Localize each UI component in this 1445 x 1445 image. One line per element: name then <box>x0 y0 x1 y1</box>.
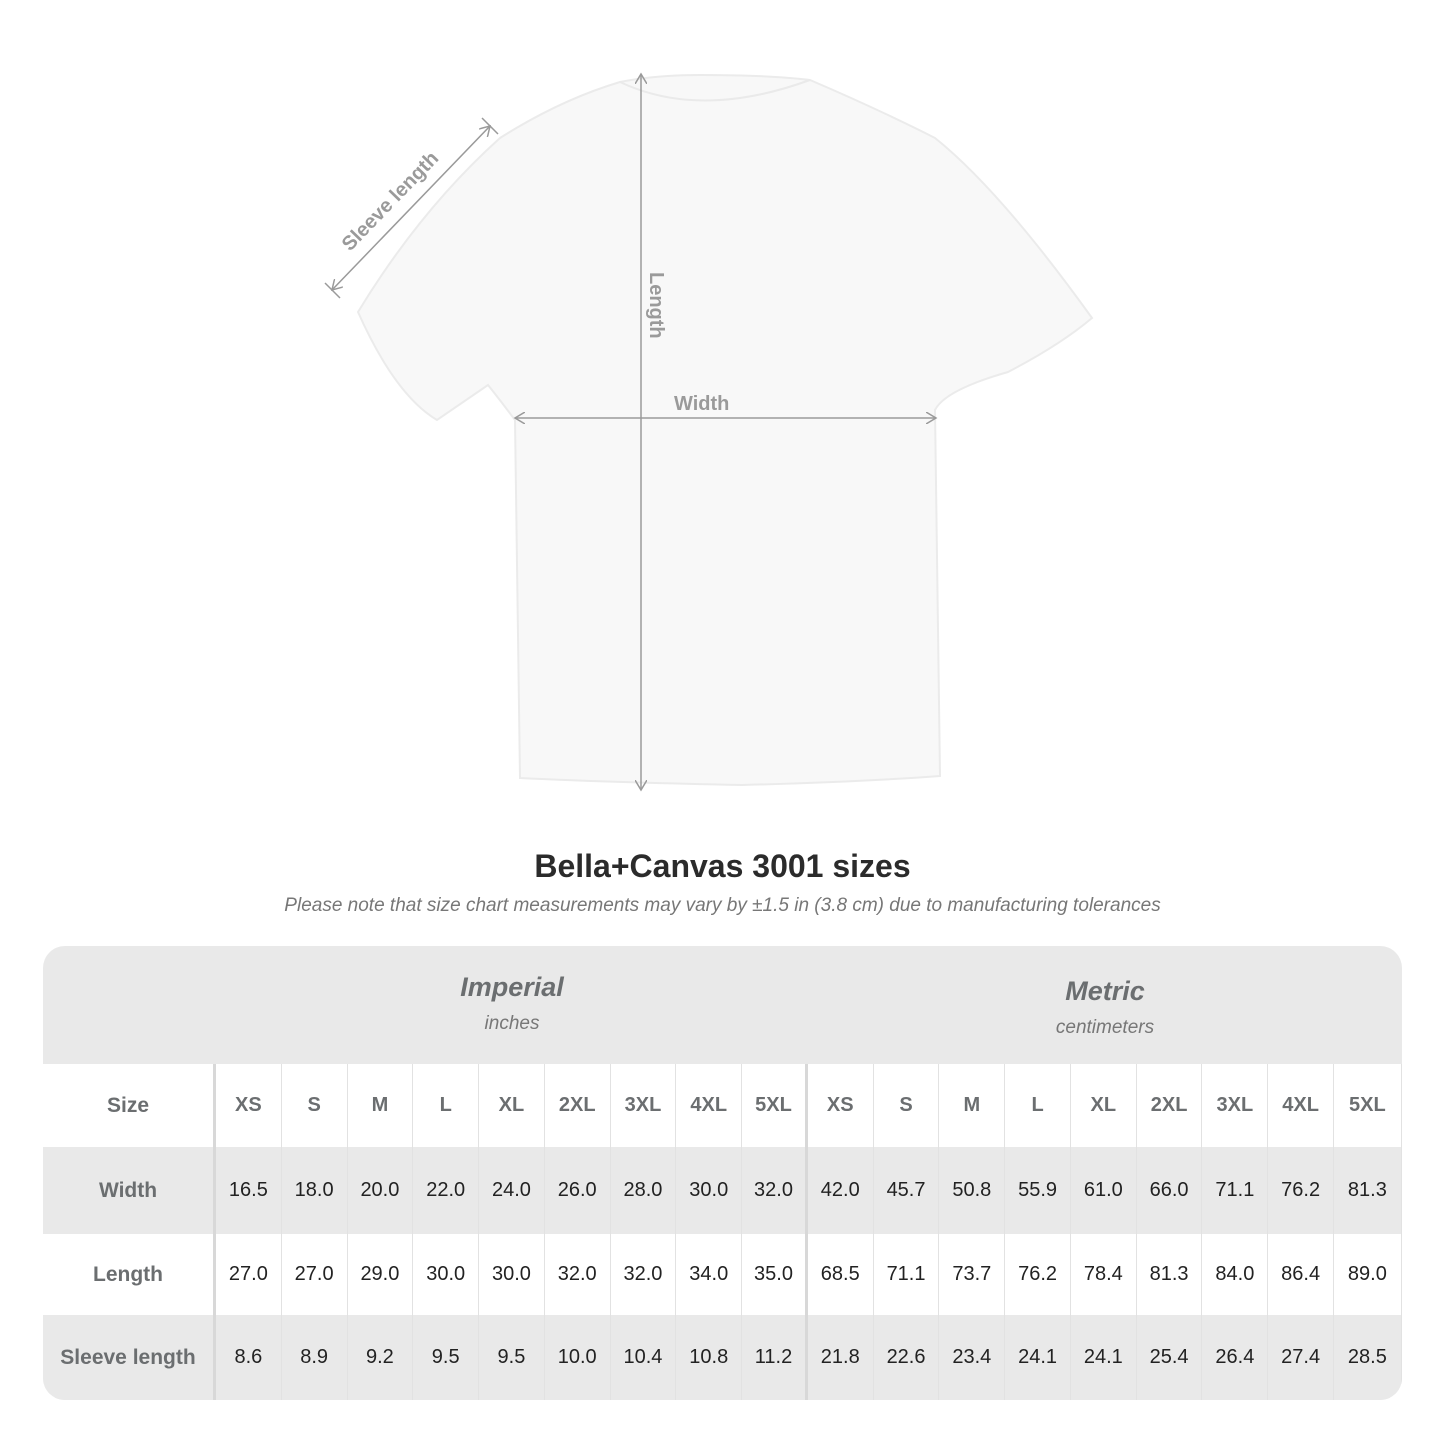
imperial-value-cell: 9.5 <box>479 1315 545 1400</box>
table-row: Length 27.0 27.0 29.0 30.0 30.0 32.0 32.0 34.0 35… <box>43 1234 1402 1315</box>
imperial-value-cell: 20.0 <box>348 1147 414 1234</box>
metric-unit: centimeters <box>1055 1017 1155 1038</box>
size-header-cell: M <box>348 1064 414 1147</box>
size-header-cell: XS <box>808 1064 874 1147</box>
metric-value-cell: 25.4 <box>1137 1315 1203 1400</box>
imperial-value-cell: 10.8 <box>676 1315 743 1400</box>
imperial-value-cell: 32.0 <box>611 1234 677 1315</box>
metric-value-cell: 66.0 <box>1137 1147 1203 1234</box>
imperial-value-cell: 10.4 <box>611 1315 677 1400</box>
imperial-value-cell: 30.0 <box>479 1234 545 1315</box>
size-header-cell: XL <box>1071 1064 1137 1147</box>
imperial-value-cell: 8.9 <box>282 1315 348 1400</box>
imperial-heading: Imperial <box>460 972 564 1002</box>
metric-value-cell: 76.2 <box>1268 1147 1335 1234</box>
size-header-row: Size XS S M L XL 2XL 3XL 4XL 5XL XS S M L XL 2XL 3XL 4XL 5… <box>43 1064 1402 1147</box>
imperial-value-cell: 34.0 <box>676 1234 743 1315</box>
row-label: Length <box>43 1234 216 1315</box>
width-label: Width <box>674 393 729 415</box>
size-header-cell: 3XL <box>611 1064 677 1147</box>
size-header-cell: 2XL <box>545 1064 611 1147</box>
imperial-value-cell: 9.2 <box>348 1315 414 1400</box>
imperial-value-cell: 18.0 <box>282 1147 348 1234</box>
metric-value-cell: 81.3 <box>1137 1234 1203 1315</box>
imperial-value-cell: 8.6 <box>216 1315 282 1400</box>
metric-value-cell: 23.4 <box>939 1315 1006 1400</box>
size-header-cell: L <box>413 1064 480 1147</box>
imperial-unit: inches <box>484 1013 540 1034</box>
size-header-cell: XS <box>216 1064 282 1147</box>
metric-value-cell: 81.3 <box>1334 1147 1402 1234</box>
size-header-cell: 4XL <box>1268 1064 1335 1147</box>
metric-value-cell: 42.0 <box>808 1147 874 1234</box>
size-header-cell: 5XL <box>1334 1064 1402 1147</box>
metric-value-cell: 86.4 <box>1268 1234 1335 1315</box>
imperial-value-cell: 26.0 <box>545 1147 611 1234</box>
imperial-value-cell: 16.5 <box>216 1147 282 1234</box>
size-header-cell: 4XL <box>676 1064 743 1147</box>
metric-value-cell: 71.1 <box>874 1234 940 1315</box>
imperial-value-cell: 35.0 <box>742 1234 808 1315</box>
table-row: Sleeve length 8.6 8.9 9.2 9.5 9.5 10.0 10.4 10.8… <box>43 1315 1402 1400</box>
metric-value-cell: 27.4 <box>1268 1315 1335 1400</box>
metric-value-cell: 50.8 <box>939 1147 1006 1234</box>
metric-value-cell: 45.7 <box>874 1147 940 1234</box>
imperial-value-cell: 29.0 <box>348 1234 414 1315</box>
metric-value-cell: 68.5 <box>808 1234 874 1315</box>
metric-value-cell: 24.1 <box>1071 1315 1137 1400</box>
metric-value-cell: 84.0 <box>1202 1234 1269 1315</box>
imperial-group-header: Imperial inches <box>216 946 808 1064</box>
imperial-value-cell: 9.5 <box>413 1315 480 1400</box>
metric-value-cell: 78.4 <box>1071 1234 1137 1315</box>
metric-value-cell: 71.1 <box>1202 1147 1269 1234</box>
tshirt-shape <box>356 73 1094 787</box>
metric-value-cell: 61.0 <box>1071 1147 1137 1234</box>
size-header-cell: XL <box>479 1064 545 1147</box>
metric-value-cell: 28.5 <box>1334 1315 1402 1400</box>
imperial-value-cell: 27.0 <box>216 1234 282 1315</box>
row-label: Size <box>43 1064 216 1147</box>
table-row: Width 16.5 18.0 20.0 22.0 24.0 26.0 28.0 30.0 32.… <box>43 1147 1402 1234</box>
imperial-value-cell: 24.0 <box>479 1147 545 1234</box>
size-header-cell: M <box>939 1064 1006 1147</box>
imperial-value-cell: 27.0 <box>282 1234 348 1315</box>
metric-group-header: Metric centimeters <box>808 946 1402 1064</box>
imperial-value-cell: 30.0 <box>413 1234 480 1315</box>
sleeve-arrow <box>332 126 490 290</box>
length-label: Length <box>645 272 667 339</box>
chart-title: Bella+Canvas 3001 sizes <box>534 848 911 884</box>
size-header-cell: 2XL <box>1137 1064 1203 1147</box>
row-label: Sleeve length <box>43 1315 216 1400</box>
imperial-value-cell: 32.0 <box>742 1147 808 1234</box>
imperial-value-cell: 32.0 <box>545 1234 611 1315</box>
metric-heading: Metric <box>1065 976 1145 1006</box>
tolerance-note: Please note that size chart measurements… <box>284 895 1161 916</box>
imperial-value-cell: 22.0 <box>413 1147 480 1234</box>
metric-value-cell: 76.2 <box>1005 1234 1071 1315</box>
metric-value-cell: 26.4 <box>1202 1315 1269 1400</box>
row-label: Width <box>43 1147 216 1234</box>
imperial-value-cell: 10.0 <box>545 1315 611 1400</box>
tshirt-diagram: Length Width Sleeve length <box>324 0 1094 820</box>
size-header-cell: 5XL <box>742 1064 808 1147</box>
metric-value-cell: 89.0 <box>1334 1234 1402 1315</box>
metric-value-cell: 24.1 <box>1005 1315 1071 1400</box>
imperial-value-cell: 11.2 <box>742 1315 808 1400</box>
size-header-cell: 3XL <box>1202 1064 1269 1147</box>
size-header-cell: L <box>1005 1064 1071 1147</box>
size-table: Imperial inches Metric centimeters Size X… <box>43 946 1402 1400</box>
imperial-value-cell: 28.0 <box>611 1147 677 1234</box>
imperial-value-cell: 30.0 <box>676 1147 743 1234</box>
metric-value-cell: 22.6 <box>874 1315 940 1400</box>
size-header-cell: S <box>874 1064 940 1147</box>
metric-value-cell: 21.8 <box>808 1315 874 1400</box>
size-header-cell: S <box>282 1064 348 1147</box>
metric-value-cell: 73.7 <box>939 1234 1006 1315</box>
metric-value-cell: 55.9 <box>1005 1147 1071 1234</box>
